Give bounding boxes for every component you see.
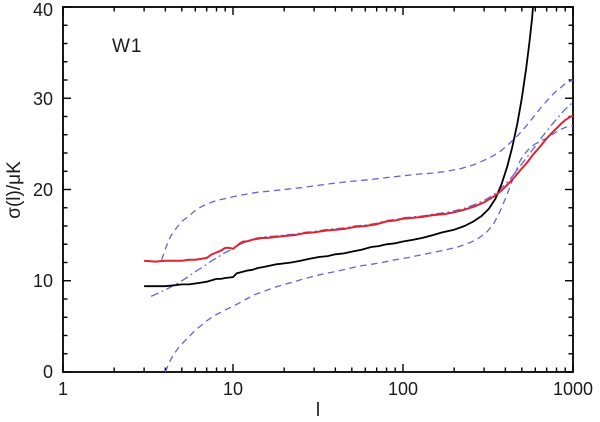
y-tick-label-20: 20 (33, 180, 53, 200)
panel-annotation: W1 (112, 36, 143, 57)
y-tick-label-30: 30 (33, 89, 53, 109)
curve-blue-dash-dot (150, 101, 573, 297)
curve-black-solid (144, 7, 534, 288)
curve-red-solid (144, 114, 573, 263)
y-tick-label-40: 40 (33, 0, 53, 20)
curve-blue-upper-dashed (160, 79, 573, 261)
plot-frame (62, 6, 574, 373)
axis-ticks (62, 6, 574, 373)
y-tick-label-10: 10 (33, 271, 53, 291)
x-tick-label-1000: 1000 (553, 379, 593, 399)
x-tick-label-1: 1 (58, 379, 68, 399)
curves-group (144, 7, 573, 372)
y-axis-title: σ(l)/μK (4, 161, 25, 219)
x-axis-title: l (316, 400, 320, 421)
curve-blue-lower-dashed (164, 124, 573, 372)
y-tick-label-0: 0 (43, 362, 53, 382)
x-tick-label-10: 10 (223, 379, 243, 399)
x-tick-label-100: 100 (388, 379, 418, 399)
